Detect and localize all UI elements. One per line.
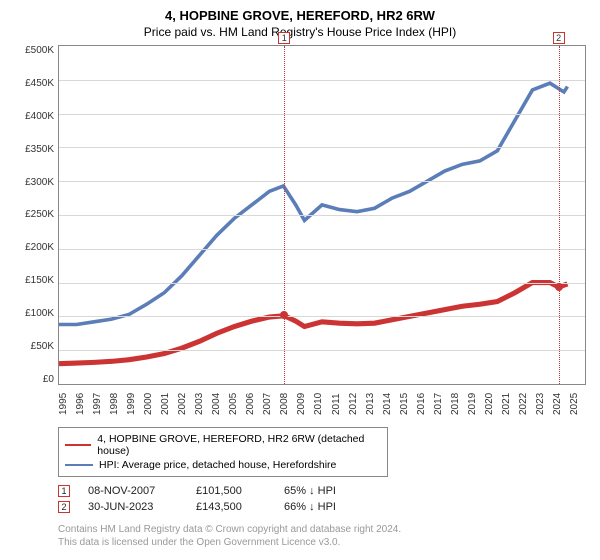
x-tick-label: 2006 [245, 387, 262, 421]
y-tick-label: £50K [14, 341, 54, 352]
x-axis: 1995199619971998199920002001200220032004… [58, 387, 586, 421]
y-tick-label: £150K [14, 275, 54, 286]
grid-line [59, 147, 585, 148]
x-tick-label: 2024 [552, 387, 569, 421]
sale-row-marker: 1 [58, 485, 70, 497]
attribution-line: Contains HM Land Registry data © Crown c… [58, 523, 586, 536]
x-tick-label: 2004 [211, 387, 228, 421]
x-tick-label: 2025 [569, 387, 586, 421]
legend-label: 4, HOPBINE GROVE, HEREFORD, HR2 6RW (det… [97, 433, 381, 457]
legend-swatch [65, 444, 91, 446]
y-tick-label: £300K [14, 177, 54, 188]
y-tick-label: £450K [14, 78, 54, 89]
x-tick-label: 1999 [126, 387, 143, 421]
grid-line [59, 283, 585, 284]
x-tick-label: 2007 [262, 387, 279, 421]
x-tick-label: 2000 [143, 387, 160, 421]
x-tick-label: 2009 [296, 387, 313, 421]
x-tick-label: 1995 [58, 387, 75, 421]
legend-swatch [65, 464, 93, 466]
sale-vline [559, 46, 560, 384]
x-tick-label: 2018 [450, 387, 467, 421]
sales-table: 1 08-NOV-2007 £101,500 65% ↓ HPI 2 30-JUN-202… [58, 483, 586, 515]
x-tick-label: 2003 [194, 387, 211, 421]
sale-dot [280, 311, 288, 319]
sale-dot [555, 283, 563, 291]
sale-row: 1 08-NOV-2007 £101,500 65% ↓ HPI [58, 483, 586, 499]
x-tick-label: 1996 [75, 387, 92, 421]
x-tick-label: 2015 [399, 387, 416, 421]
legend-row: HPI: Average price, detached house, Here… [65, 458, 381, 472]
sale-marker-box: 1 [278, 32, 290, 44]
x-tick-label: 2002 [177, 387, 194, 421]
x-tick-label: 2023 [535, 387, 552, 421]
plot: 12 [58, 45, 586, 385]
plot-area: £500K £450K £400K £350K £300K £250K £200K £150K… [14, 45, 586, 385]
y-tick-label: £250K [14, 209, 54, 220]
x-tick-label: 2020 [484, 387, 501, 421]
attribution: Contains HM Land Registry data © Crown c… [58, 523, 586, 549]
x-tick-label: 2001 [160, 387, 177, 421]
y-tick-label: £350K [14, 144, 54, 155]
grid-line [59, 249, 585, 250]
x-tick-label: 2016 [416, 387, 433, 421]
sale-date: 30-JUN-2023 [88, 501, 178, 513]
chart-container: 4, HOPBINE GROVE, HEREFORD, HR2 6RW Pric… [0, 0, 600, 560]
sale-row-marker: 2 [58, 501, 70, 513]
y-tick-label: £0 [14, 374, 54, 385]
x-tick-label: 2011 [331, 387, 348, 421]
x-tick-label: 1997 [92, 387, 109, 421]
sale-price: £101,500 [196, 485, 266, 497]
grid-line [59, 114, 585, 115]
grid-line [59, 80, 585, 81]
sale-marker-box: 2 [553, 32, 565, 44]
x-tick-label: 1998 [109, 387, 126, 421]
attribution-line: This data is licensed under the Open Gov… [58, 536, 586, 549]
legend-label: HPI: Average price, detached house, Here… [99, 459, 336, 471]
series-hpi [59, 83, 567, 324]
series-property [59, 283, 567, 364]
y-tick-label: £200K [14, 242, 54, 253]
sale-row: 2 30-JUN-2023 £143,500 66% ↓ HPI [58, 499, 586, 515]
y-axis: £500K £450K £400K £350K £300K £250K £200K £150K… [14, 45, 58, 385]
x-tick-label: 2022 [518, 387, 535, 421]
sale-hpi: 66% ↓ HPI [284, 501, 374, 513]
title-block: 4, HOPBINE GROVE, HEREFORD, HR2 6RW Pric… [14, 8, 586, 39]
legend-row: 4, HOPBINE GROVE, HEREFORD, HR2 6RW (det… [65, 432, 381, 458]
grid-line [59, 181, 585, 182]
sale-date: 08-NOV-2007 [88, 485, 178, 497]
x-tick-label: 2019 [467, 387, 484, 421]
x-tick-label: 2008 [279, 387, 296, 421]
x-tick-label: 2012 [348, 387, 365, 421]
chart-subtitle: Price paid vs. HM Land Registry's House … [14, 25, 586, 39]
y-tick-label: £100K [14, 308, 54, 319]
x-tick-label: 2005 [228, 387, 245, 421]
sale-vline [284, 46, 285, 384]
x-tick-label: 2021 [501, 387, 518, 421]
sale-hpi: 65% ↓ HPI [284, 485, 374, 497]
x-tick-label: 2013 [365, 387, 382, 421]
chart-title: 4, HOPBINE GROVE, HEREFORD, HR2 6RW [14, 8, 586, 23]
y-tick-label: £400K [14, 111, 54, 122]
x-tick-label: 2017 [433, 387, 450, 421]
grid-line [59, 215, 585, 216]
x-tick-label: 2010 [313, 387, 330, 421]
x-tick-label: 2014 [382, 387, 399, 421]
y-tick-label: £500K [14, 45, 54, 56]
sale-price: £143,500 [196, 501, 266, 513]
grid-line [59, 316, 585, 317]
legend: 4, HOPBINE GROVE, HEREFORD, HR2 6RW (det… [58, 427, 388, 477]
grid-line [59, 350, 585, 351]
